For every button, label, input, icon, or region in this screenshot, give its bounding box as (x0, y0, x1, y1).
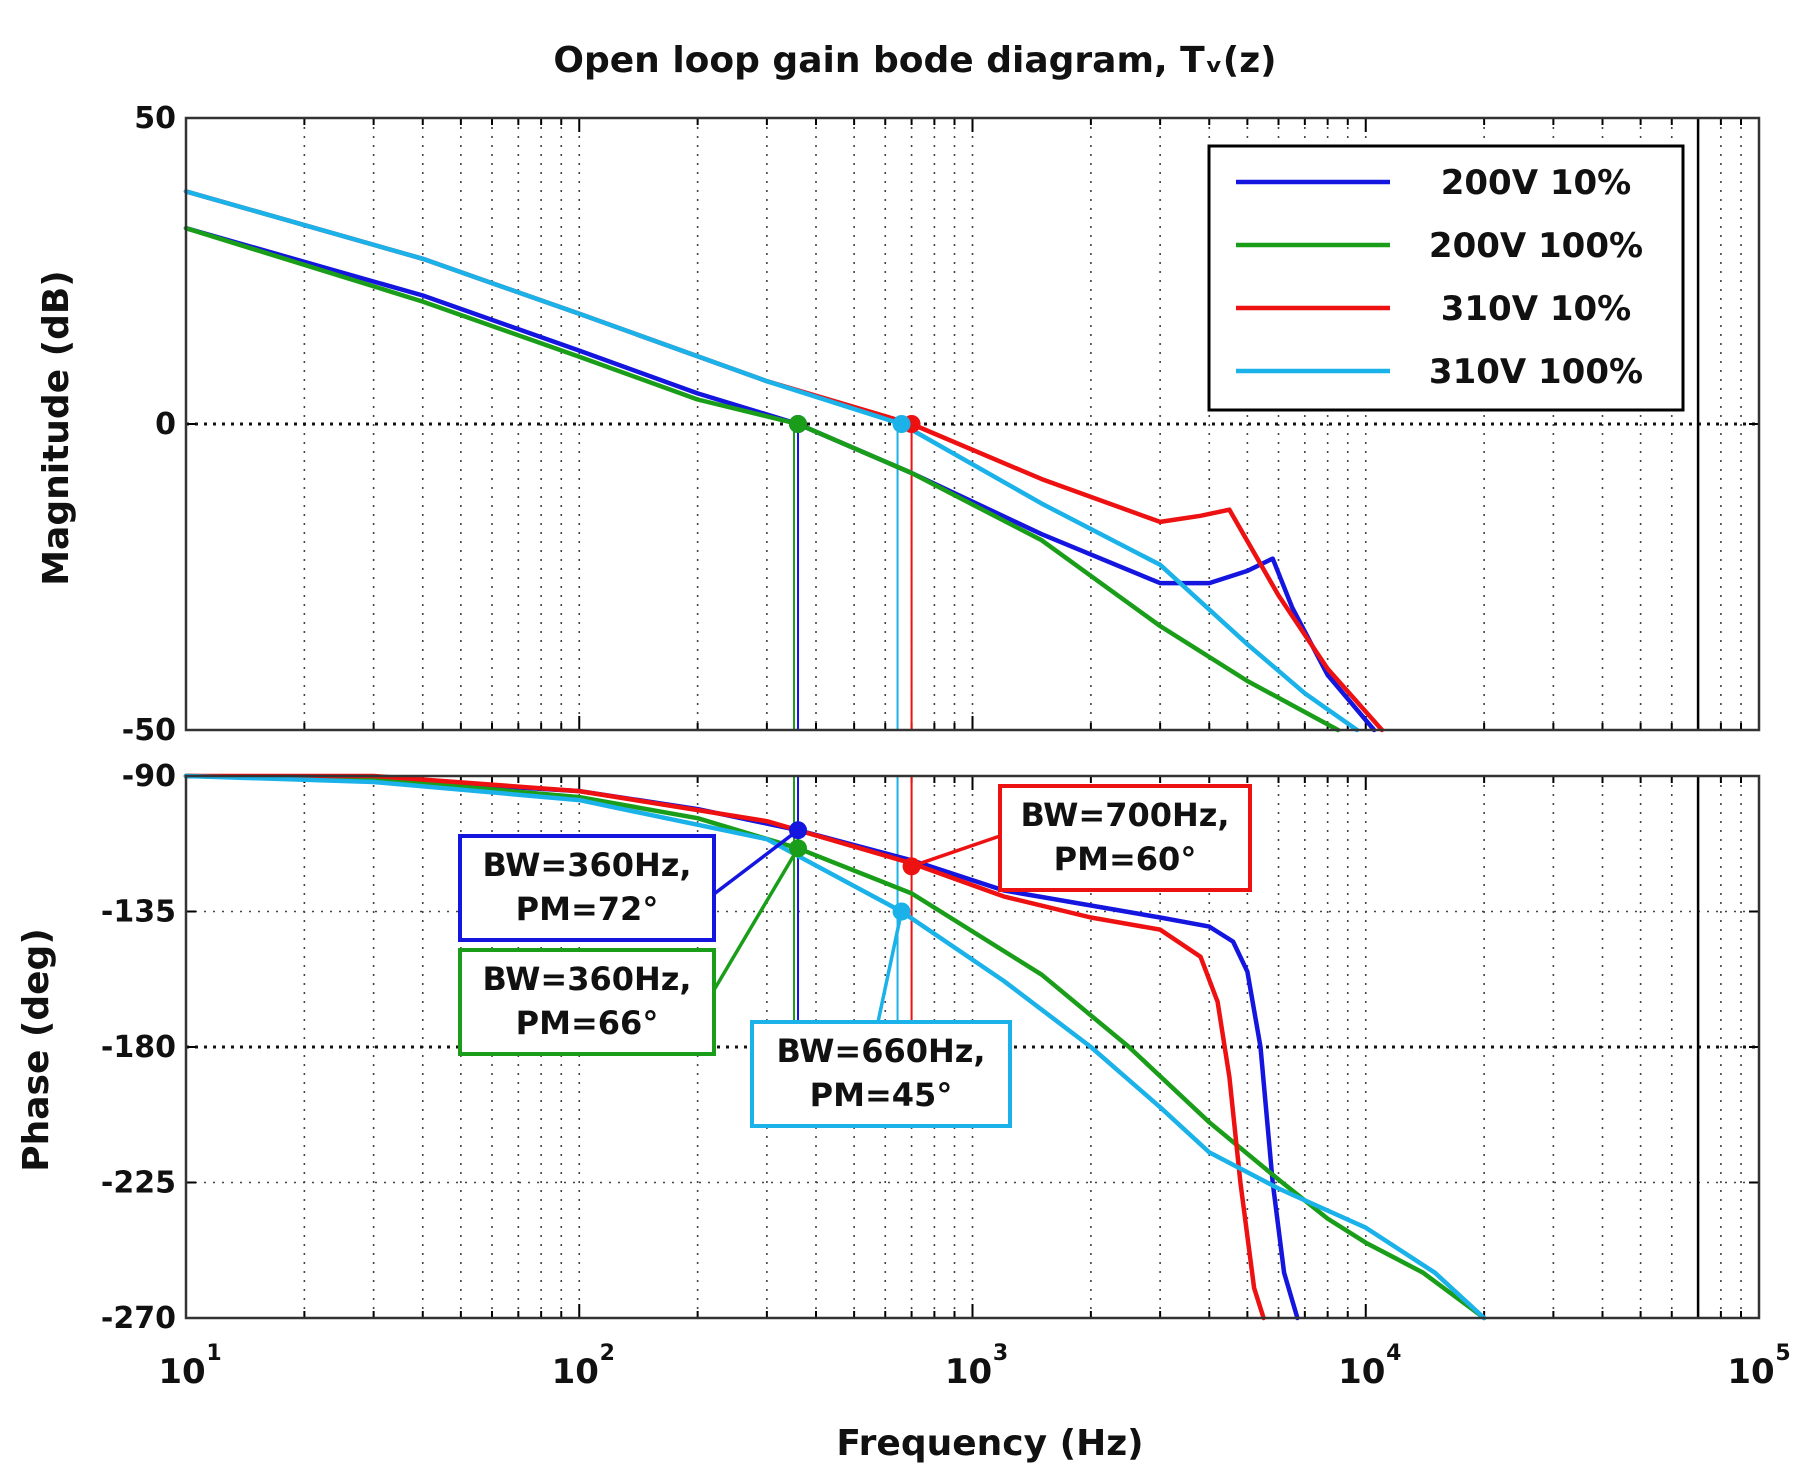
x-tick-label-exponent: 4 (1386, 1341, 1401, 1366)
annotation-leader-line (876, 911, 904, 1023)
phase-marker-200v-100 (789, 839, 808, 858)
magnitude-series-200v-100 (183, 225, 1341, 733)
annotation-text: BW=360Hz, (482, 846, 691, 884)
annotation-text: BW=360Hz, (482, 960, 691, 998)
annotation-text: BW=700Hz, (1020, 796, 1229, 834)
frequency-x-label: Frequency (Hz) (836, 1423, 1143, 1464)
x-tick-label-exponent: 5 (1775, 1341, 1790, 1366)
x-tick-label-base: 10 (945, 1352, 992, 1392)
phase-ytick-label: -270 (101, 1301, 176, 1336)
x-tick-label-base: 10 (1338, 1352, 1385, 1392)
phase-series-310v-10 (183, 773, 1266, 1321)
annotation-leader-line (712, 828, 800, 896)
annotation-text: PM=72° (516, 890, 659, 928)
magnitude-ytick-label: 50 (134, 101, 176, 136)
legend-box (1207, 144, 1685, 412)
phase-series-310v-100 (183, 773, 1487, 1321)
phase-marker-310v-10 (902, 857, 921, 876)
annotation-text: BW=660Hz, (776, 1032, 985, 1070)
annotation-box (998, 784, 1252, 892)
legend-label-200v-100: 200V 100% (1429, 226, 1643, 266)
legend: 200V 10% 200V 100% 310V 10% 310V 100% (1207, 144, 1685, 412)
phase-y-label: Phase (deg) (16, 928, 57, 1172)
annotation-text: PM=60° (1054, 840, 1197, 878)
annotation-text: PM=66° (516, 1004, 659, 1042)
x-tick-label-base: 10 (158, 1352, 205, 1392)
phase-ytick-label: -180 (101, 1030, 176, 1065)
magnitude-series-310v-100 (183, 189, 1360, 733)
magnitude-marker-310v-100 (892, 415, 911, 433)
magnitude-series-200v-10 (183, 225, 1377, 733)
x-tick-label-exponent: 2 (600, 1341, 615, 1366)
annotation-leader-line (712, 847, 800, 991)
phase-marker-200v-10 (789, 821, 808, 840)
x-tick-label-base: 10 (552, 1352, 599, 1392)
phase-ytick-label: -90 (122, 759, 176, 794)
annotation-box (458, 834, 716, 942)
annotation-box (750, 1020, 1012, 1128)
magnitude-y-label: Magnitude (dB) (36, 270, 77, 586)
legend-label-200v-10: 200V 10% (1441, 163, 1632, 203)
x-tick-label-base: 10 (1727, 1352, 1774, 1392)
magnitude-frame (184, 116, 1761, 732)
magnitude-series-310v-10 (183, 189, 1385, 733)
annotation-text: PM=45° (810, 1076, 953, 1114)
x-tick-label-exponent: 3 (993, 1341, 1008, 1366)
magnitude-marker-200v-100 (789, 415, 808, 433)
chart-title: Open loop gain bode diagram, Tᵥ(z) (553, 40, 1276, 81)
legend-label-310v-100: 310V 100% (1429, 352, 1643, 392)
annotation-leader-line (911, 834, 1001, 868)
phase-panel: -90 -135 -180 -225 -270 BW=360Hz, PM=72° BW=360… (101, 759, 1791, 1392)
phase-marker-310v-100 (892, 902, 911, 921)
phase-ytick-label: -225 (101, 1166, 176, 1201)
magnitude-ytick-label: 0 (155, 407, 176, 442)
magnitude-ytick-label: -50 (122, 713, 176, 748)
magnitude-panel: 50 0 -50 (122, 101, 1761, 748)
phase-frame (184, 774, 1761, 1320)
phase-series-200v-100 (183, 773, 1487, 1321)
phase-ytick-label: -135 (101, 895, 176, 930)
x-tick-label-exponent: 1 (206, 1341, 221, 1366)
annotation-box (458, 948, 716, 1056)
legend-label-310v-10: 310V 10% (1441, 289, 1632, 329)
